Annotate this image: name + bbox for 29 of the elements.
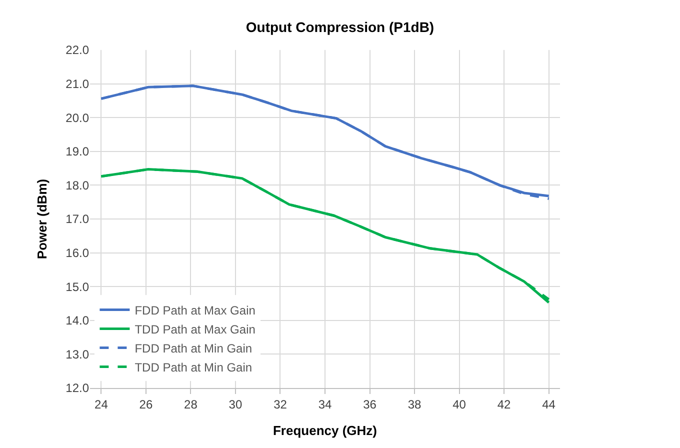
x-tick-label: 42 bbox=[497, 397, 512, 412]
x-tick-label: 30 bbox=[228, 397, 242, 412]
x-tick-label: 32 bbox=[274, 397, 288, 412]
x-tick-label: 26 bbox=[139, 397, 153, 412]
y-tick-label: 21.0 bbox=[66, 77, 90, 91]
legend-label: TDD Path at Min Gain bbox=[134, 360, 252, 374]
y-axis-title: Power (dBm) bbox=[34, 178, 50, 260]
x-tick-label: 28 bbox=[184, 397, 198, 412]
y-tick-label: 13.0 bbox=[66, 347, 90, 362]
x-axis-title: Frequency (GHz) bbox=[272, 423, 378, 438]
y-tick-label: 12.0 bbox=[66, 381, 90, 396]
y-tick-label: 18.0 bbox=[66, 178, 90, 192]
y-tick-label: 17.0 bbox=[66, 212, 90, 226]
chart-title: Output Compression (P1dB) bbox=[246, 19, 434, 36]
x-tick-label: 36 bbox=[363, 397, 377, 412]
y-tick-label: 16.0 bbox=[66, 246, 90, 260]
y-tick-label: 14.0 bbox=[66, 314, 90, 328]
y-tick-label: 15.0 bbox=[66, 280, 90, 294]
y-tick-label: 22.0 bbox=[66, 43, 90, 58]
y-tick-label: 20.0 bbox=[66, 110, 90, 125]
legend-label: TDD Path at Max Gain bbox=[134, 322, 256, 336]
x-tick-label: 40 bbox=[452, 397, 466, 412]
legend-label: FDD Path at Min Gain bbox=[134, 341, 252, 356]
legend-label: FDD Path at Max Gain bbox=[134, 303, 256, 318]
y-tick-label: 19.0 bbox=[66, 144, 90, 159]
x-tick-label: 44 bbox=[542, 397, 556, 412]
x-tick-label: 24 bbox=[94, 397, 108, 412]
x-tick-label: 34 bbox=[318, 397, 332, 412]
x-tick-label: 38 bbox=[408, 397, 422, 412]
